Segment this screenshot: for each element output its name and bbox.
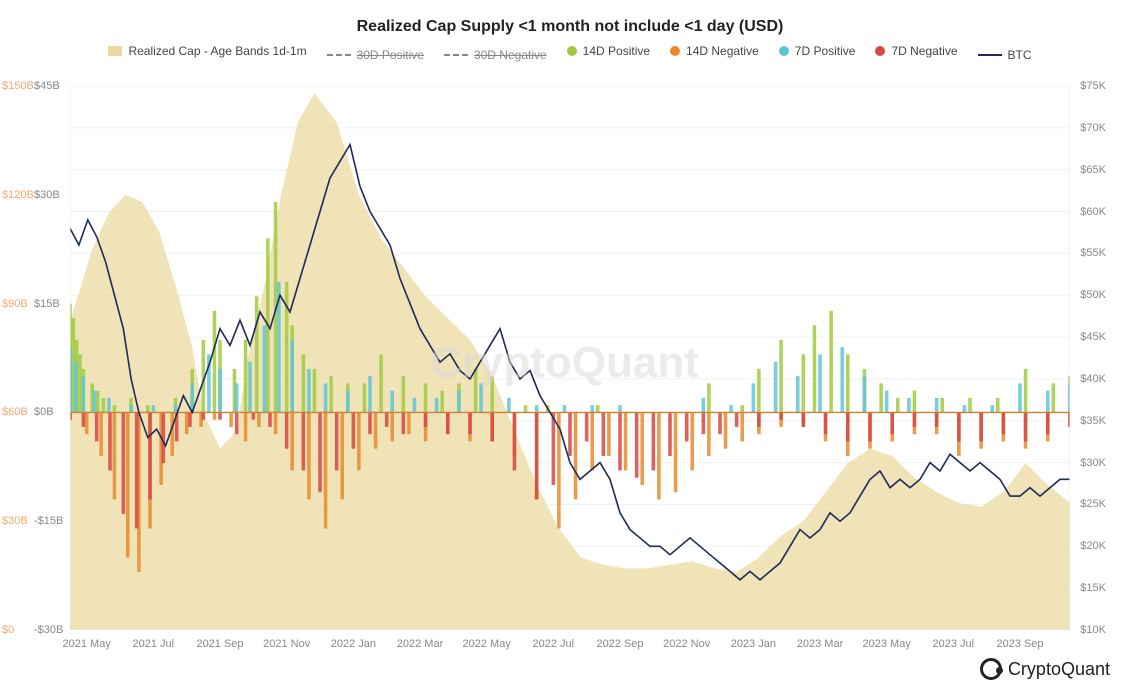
- y-right-tick: $30K: [1080, 457, 1106, 469]
- y-right-tick: $10K: [1080, 624, 1106, 636]
- y-right-tick: $60K: [1080, 206, 1106, 218]
- legend-swatch: [108, 46, 122, 56]
- legend-swatch: [978, 54, 1002, 56]
- brand-text: CryptoQuant: [1008, 659, 1110, 680]
- brand-icon: [980, 658, 1002, 680]
- y-right-tick: $70K: [1080, 122, 1106, 134]
- legend-item: 7D Positive: [779, 44, 856, 58]
- x-tick: 2021 Sep: [196, 638, 243, 650]
- y-left-tick: $0B: [34, 406, 54, 418]
- legend-item: 14D Negative: [670, 44, 759, 58]
- x-tick: 2022 Mar: [397, 638, 443, 650]
- brand-logo: CryptoQuant: [980, 658, 1110, 680]
- y-left-tick: -$15B: [34, 515, 63, 527]
- legend-swatch: [567, 46, 577, 56]
- y-left2-tick: $90B: [2, 298, 28, 310]
- y-right-tick: $65K: [1080, 164, 1106, 176]
- legend-swatch: [327, 54, 351, 56]
- x-tick: 2023 Jan: [731, 638, 776, 650]
- legend-item: 30D Positive: [327, 48, 424, 62]
- plot-area: [70, 86, 1070, 630]
- legend-swatch: [444, 54, 468, 56]
- x-tick: 2023 Jul: [933, 638, 975, 650]
- y-right-tick: $50K: [1080, 289, 1106, 301]
- y-left-tick: $45B: [34, 80, 60, 92]
- legend-label: 7D Positive: [795, 44, 856, 58]
- y-right-tick: $55K: [1080, 247, 1106, 259]
- x-tick: 2023 Mar: [797, 638, 843, 650]
- x-tick: 2021 Nov: [263, 638, 310, 650]
- y-right-tick: $25K: [1080, 498, 1106, 510]
- chart-svg: [70, 86, 1070, 630]
- y-left-tick: $30B: [34, 189, 60, 201]
- x-tick: 2022 Jan: [331, 638, 376, 650]
- x-tick: 2022 Sep: [596, 638, 643, 650]
- legend-label: Realized Cap - Age Bands 1d-1m: [128, 44, 306, 58]
- legend-item: Realized Cap - Age Bands 1d-1m: [108, 44, 306, 58]
- chart-title: Realized Cap Supply <1 month not include…: [0, 18, 1140, 36]
- x-tick: 2022 Nov: [663, 638, 710, 650]
- y-right-tick: $15K: [1080, 582, 1106, 594]
- legend-item: 7D Negative: [875, 44, 957, 58]
- legend-label: 7D Negative: [891, 44, 957, 58]
- y-right-tick: $40K: [1080, 373, 1106, 385]
- x-tick: 2023 May: [863, 638, 911, 650]
- legend-label: 30D Positive: [357, 48, 424, 62]
- legend-label: 30D Negative: [474, 48, 547, 62]
- legend: Realized Cap - Age Bands 1d-1m 30D Positi…: [0, 44, 1140, 62]
- x-tick: 2022 May: [463, 638, 511, 650]
- legend-label: 14D Negative: [686, 44, 759, 58]
- legend-label: BTC: [1008, 48, 1032, 62]
- x-tick: 2022 Jul: [533, 638, 575, 650]
- y-left2-tick: $120B: [2, 189, 34, 201]
- y-left2-tick: $60B: [2, 406, 28, 418]
- y-right-tick: $75K: [1080, 80, 1106, 92]
- y-left2-tick: $0: [2, 624, 14, 636]
- y-right-tick: $20K: [1080, 540, 1106, 552]
- x-tick: 2023 Sep: [996, 638, 1043, 650]
- x-tick: 2021 May: [63, 638, 111, 650]
- y-right-tick: $45K: [1080, 331, 1106, 343]
- legend-item: BTC: [978, 48, 1032, 62]
- x-tick: 2021 Jul: [133, 638, 175, 650]
- legend-swatch: [875, 46, 885, 56]
- legend-swatch: [779, 46, 789, 56]
- legend-swatch: [670, 46, 680, 56]
- legend-item: 14D Positive: [567, 44, 650, 58]
- y-left2-tick: $150B: [2, 80, 34, 92]
- legend-item: 30D Negative: [444, 48, 547, 62]
- y-left2-tick: $30B: [2, 515, 28, 527]
- legend-label: 14D Positive: [583, 44, 650, 58]
- y-right-tick: $35K: [1080, 415, 1106, 427]
- y-left-tick: -$30B: [34, 624, 63, 636]
- y-left-tick: $15B: [34, 298, 60, 310]
